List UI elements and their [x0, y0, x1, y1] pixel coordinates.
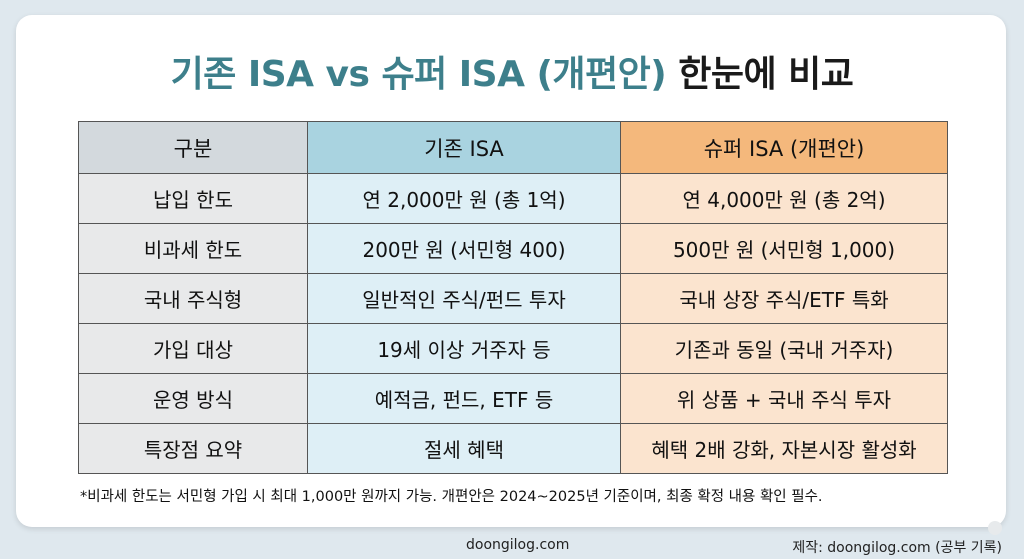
- row-label: 비과세 한도: [78, 223, 308, 274]
- row-label: 국내 주식형: [78, 273, 308, 324]
- old-isa-cell: 일반적인 주식/펀드 투자: [307, 273, 621, 324]
- title-dark: 한눈에 비교: [666, 54, 854, 95]
- table-header-row: 구분 기존 ISA 슈퍼 ISA (개편안): [78, 121, 948, 174]
- table-row: 가입 대상 19세 이상 거주자 등 기존과 동일 (국내 거주자): [78, 323, 948, 374]
- super-isa-cell: 국내 상장 주식/ETF 특화: [620, 273, 948, 324]
- super-isa-cell: 위 상품 + 국내 주식 투자: [620, 373, 948, 424]
- old-isa-cell: 절세 혜택: [307, 423, 621, 474]
- page-title: 기존 ISA vs 슈퍼 ISA (개편안) 한눈에 비교: [0, 45, 1024, 97]
- table-row: 운영 방식 예적금, 펀드, ETF 등 위 상품 + 국내 주식 투자: [78, 373, 948, 424]
- footnote: *비과세 한도는 서민형 가입 시 최대 1,000만 원까지 가능. 개편안은…: [80, 489, 823, 505]
- table-row: 납입 한도 연 2,000만 원 (총 1억) 연 4,000만 원 (총 2억…: [78, 173, 948, 224]
- super-isa-cell: 500만 원 (서민형 1,000): [620, 223, 948, 274]
- row-label: 운영 방식: [78, 373, 308, 424]
- row-label: 가입 대상: [78, 323, 308, 374]
- header-super-isa: 슈퍼 ISA (개편안): [620, 121, 948, 174]
- super-isa-cell: 기존과 동일 (국내 거주자): [620, 323, 948, 374]
- row-label: 납입 한도: [78, 173, 308, 224]
- header-gubun: 구분: [78, 121, 308, 174]
- super-isa-cell: 연 4,000만 원 (총 2억): [620, 173, 948, 224]
- comparison-table: 구분 기존 ISA 슈퍼 ISA (개편안) 납입 한도 연 2,000만 원 …: [78, 121, 948, 474]
- super-isa-cell: 혜택 2배 강화, 자본시장 활성화: [620, 423, 948, 474]
- table-row: 비과세 한도 200만 원 (서민형 400) 500만 원 (서민형 1,00…: [78, 223, 948, 274]
- table-row: 특장점 요약 절세 혜택 혜택 2배 강화, 자본시장 활성화: [78, 423, 948, 474]
- old-isa-cell: 예적금, 펀드, ETF 등: [307, 373, 621, 424]
- corner-decoration: [988, 521, 1002, 535]
- title-accent: 기존 ISA vs 슈퍼 ISA (개편안): [170, 54, 667, 95]
- old-isa-cell: 연 2,000만 원 (총 1억): [307, 173, 621, 224]
- footer-site: doongilog.com: [466, 537, 570, 553]
- table-row: 국내 주식형 일반적인 주식/펀드 투자 국내 상장 주식/ETF 특화: [78, 273, 948, 324]
- footer-credit: 제작: doongilog.com (공부 기록): [792, 540, 1002, 556]
- row-label: 특장점 요약: [78, 423, 308, 474]
- old-isa-cell: 200만 원 (서민형 400): [307, 223, 621, 274]
- header-old-isa: 기존 ISA: [307, 121, 621, 174]
- old-isa-cell: 19세 이상 거주자 등: [307, 323, 621, 374]
